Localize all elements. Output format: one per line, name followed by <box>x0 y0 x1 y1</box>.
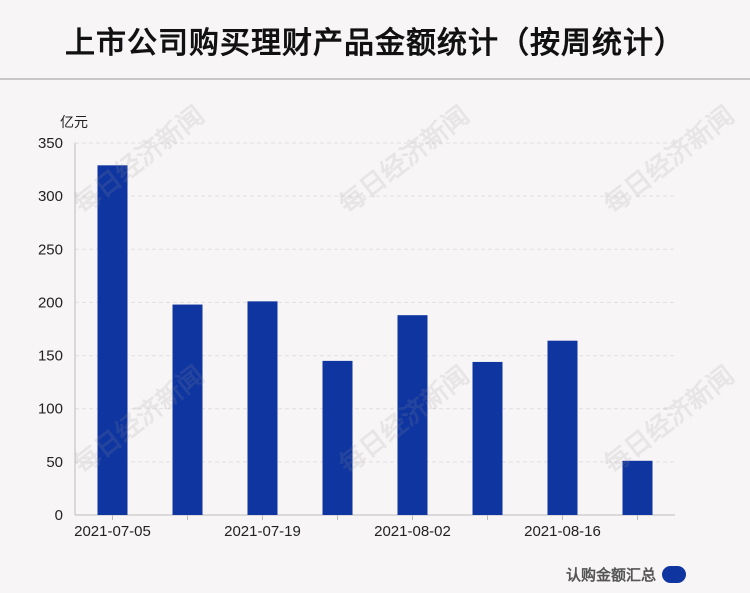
y-tick-label: 50 <box>46 454 63 471</box>
y-tick-label: 300 <box>38 188 63 205</box>
x-tick-label: 2021-07-19 <box>224 523 301 540</box>
bar <box>622 460 653 515</box>
x-tick-label: 2021-07-05 <box>74 523 151 540</box>
x-tick-label: 2021-08-02 <box>374 523 451 540</box>
y-tick-label: 0 <box>55 507 63 524</box>
legend-label: 认购金额汇总 <box>565 566 656 584</box>
bar <box>97 165 128 515</box>
chart-title: 上市公司购买理财产品金额统计（按周统计） <box>65 26 685 61</box>
bar <box>172 304 203 515</box>
y-tick-label: 100 <box>38 401 63 418</box>
y-axis-unit: 亿元 <box>60 115 88 131</box>
y-tick-label: 250 <box>38 241 63 258</box>
bar <box>472 361 503 515</box>
y-tick-label: 200 <box>38 294 63 311</box>
y-tick-label: 150 <box>38 348 63 365</box>
legend-swatch <box>662 566 686 583</box>
legend[interactable]: 认购金额汇总 <box>566 564 686 585</box>
bar <box>247 301 278 515</box>
x-tick-label: 2021-08-16 <box>524 523 601 540</box>
bar <box>397 315 428 515</box>
title-bar: 上市公司购买理财产品金额统计（按周统计） <box>0 0 750 80</box>
bar <box>322 360 353 515</box>
bar <box>547 340 578 515</box>
y-tick-label: 350 <box>38 135 63 152</box>
